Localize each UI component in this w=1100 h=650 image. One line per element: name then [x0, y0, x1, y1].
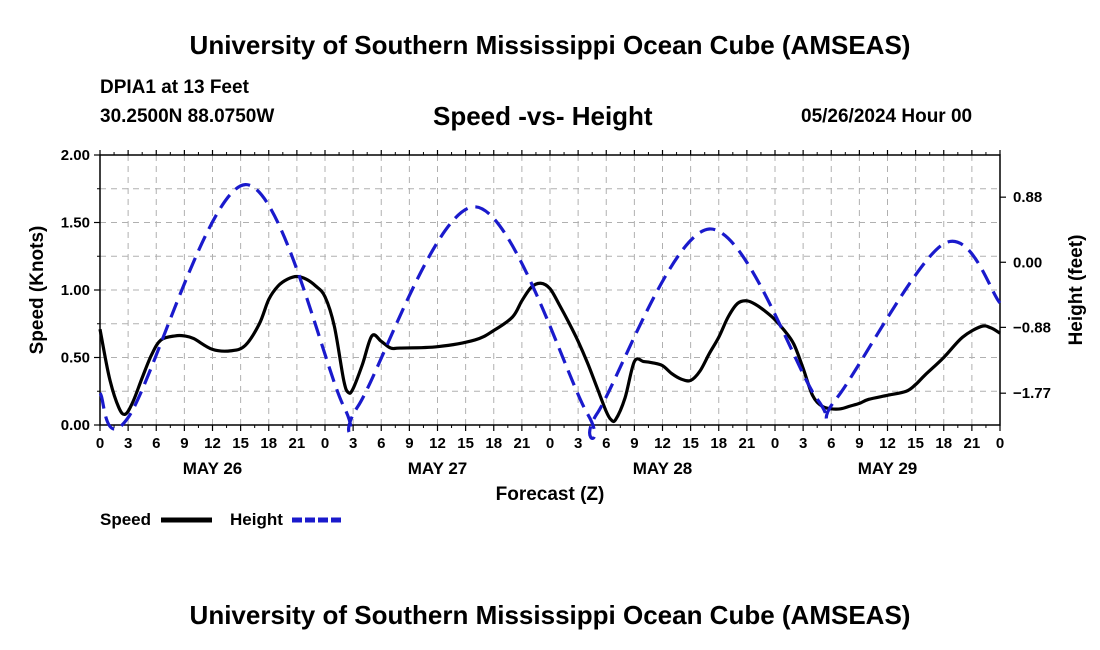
- x-tick-label: 6: [152, 435, 160, 452]
- series-line-height: [98, 182, 1002, 440]
- station-coordinates: 30.2500N 88.0750W: [100, 106, 275, 127]
- x-tick-label: 9: [855, 435, 863, 452]
- y-tick-label: 1.50: [61, 215, 90, 232]
- x-tick-label: 0: [996, 435, 1004, 452]
- footer-title: University of Southern Mississippi Ocean…: [189, 600, 911, 630]
- x-tick-label: 18: [485, 435, 502, 452]
- x-tick-label: 12: [204, 435, 221, 452]
- x-tick-label: 15: [232, 435, 249, 452]
- x-tick-label: 9: [405, 435, 413, 452]
- y2-tick-label: 0.88: [1013, 189, 1042, 206]
- x-tick-label: 12: [429, 435, 446, 452]
- x-tick-label: 12: [654, 435, 671, 452]
- x-tick-label: 3: [574, 435, 582, 452]
- x-day-label: MAY 27: [408, 459, 468, 478]
- legend-height-label: Height: [230, 510, 283, 529]
- x-day-label: MAY 29: [858, 459, 918, 478]
- y2-tick-label: −1.77: [1013, 385, 1051, 402]
- x-tick-label: 9: [180, 435, 188, 452]
- x-day-label: MAY 26: [183, 459, 243, 478]
- x-day-label: MAY 28: [633, 459, 693, 478]
- x-tick-label: 18: [260, 435, 277, 452]
- x-tick-label: 3: [799, 435, 807, 452]
- chart-title: Speed -vs- Height: [433, 101, 653, 131]
- x-tick-label: 21: [289, 435, 306, 452]
- y-tick-label: 0.50: [61, 350, 90, 367]
- forecast-datetime: 05/26/2024 Hour 00: [801, 106, 973, 127]
- y-axis-title: Speed (Knots): [27, 226, 48, 355]
- y2-tick-label: 0.00: [1013, 254, 1042, 271]
- x-tick-label: 21: [739, 435, 756, 452]
- x-tick-label: 18: [710, 435, 727, 452]
- x-tick-label: 15: [457, 435, 474, 452]
- station-name: DPIA1 at 13 Feet: [100, 77, 249, 98]
- x-tick-label: 3: [349, 435, 357, 452]
- x-tick-label: 0: [321, 435, 329, 452]
- x-tick-label: 0: [771, 435, 779, 452]
- x-tick-label: 15: [682, 435, 699, 452]
- series-line-speed: [98, 274, 1001, 424]
- x-axis-title: Forecast (Z): [496, 484, 605, 505]
- main-title: University of Southern Mississippi Ocean…: [189, 30, 911, 60]
- x-tick-label: 12: [879, 435, 896, 452]
- x-tick-label: 9: [630, 435, 638, 452]
- x-tick-label: 0: [546, 435, 554, 452]
- x-tick-label: 6: [827, 435, 835, 452]
- y2-axis-title: Height (feet): [1066, 235, 1087, 346]
- y-tick-label: 2.00: [61, 147, 90, 164]
- x-tick-label: 6: [602, 435, 610, 452]
- y-tick-label: 0.00: [61, 417, 90, 434]
- x-tick-label: 18: [935, 435, 952, 452]
- x-tick-label: 6: [377, 435, 385, 452]
- y-tick-label: 1.00: [61, 282, 90, 299]
- x-tick-label: 15: [907, 435, 924, 452]
- x-tick-label: 3: [124, 435, 132, 452]
- legend-speed-label: Speed: [100, 510, 152, 529]
- x-tick-label: 0: [96, 435, 104, 452]
- x-tick-label: 21: [964, 435, 981, 452]
- y2-tick-label: −0.88: [1013, 319, 1051, 336]
- x-tick-label: 21: [514, 435, 531, 452]
